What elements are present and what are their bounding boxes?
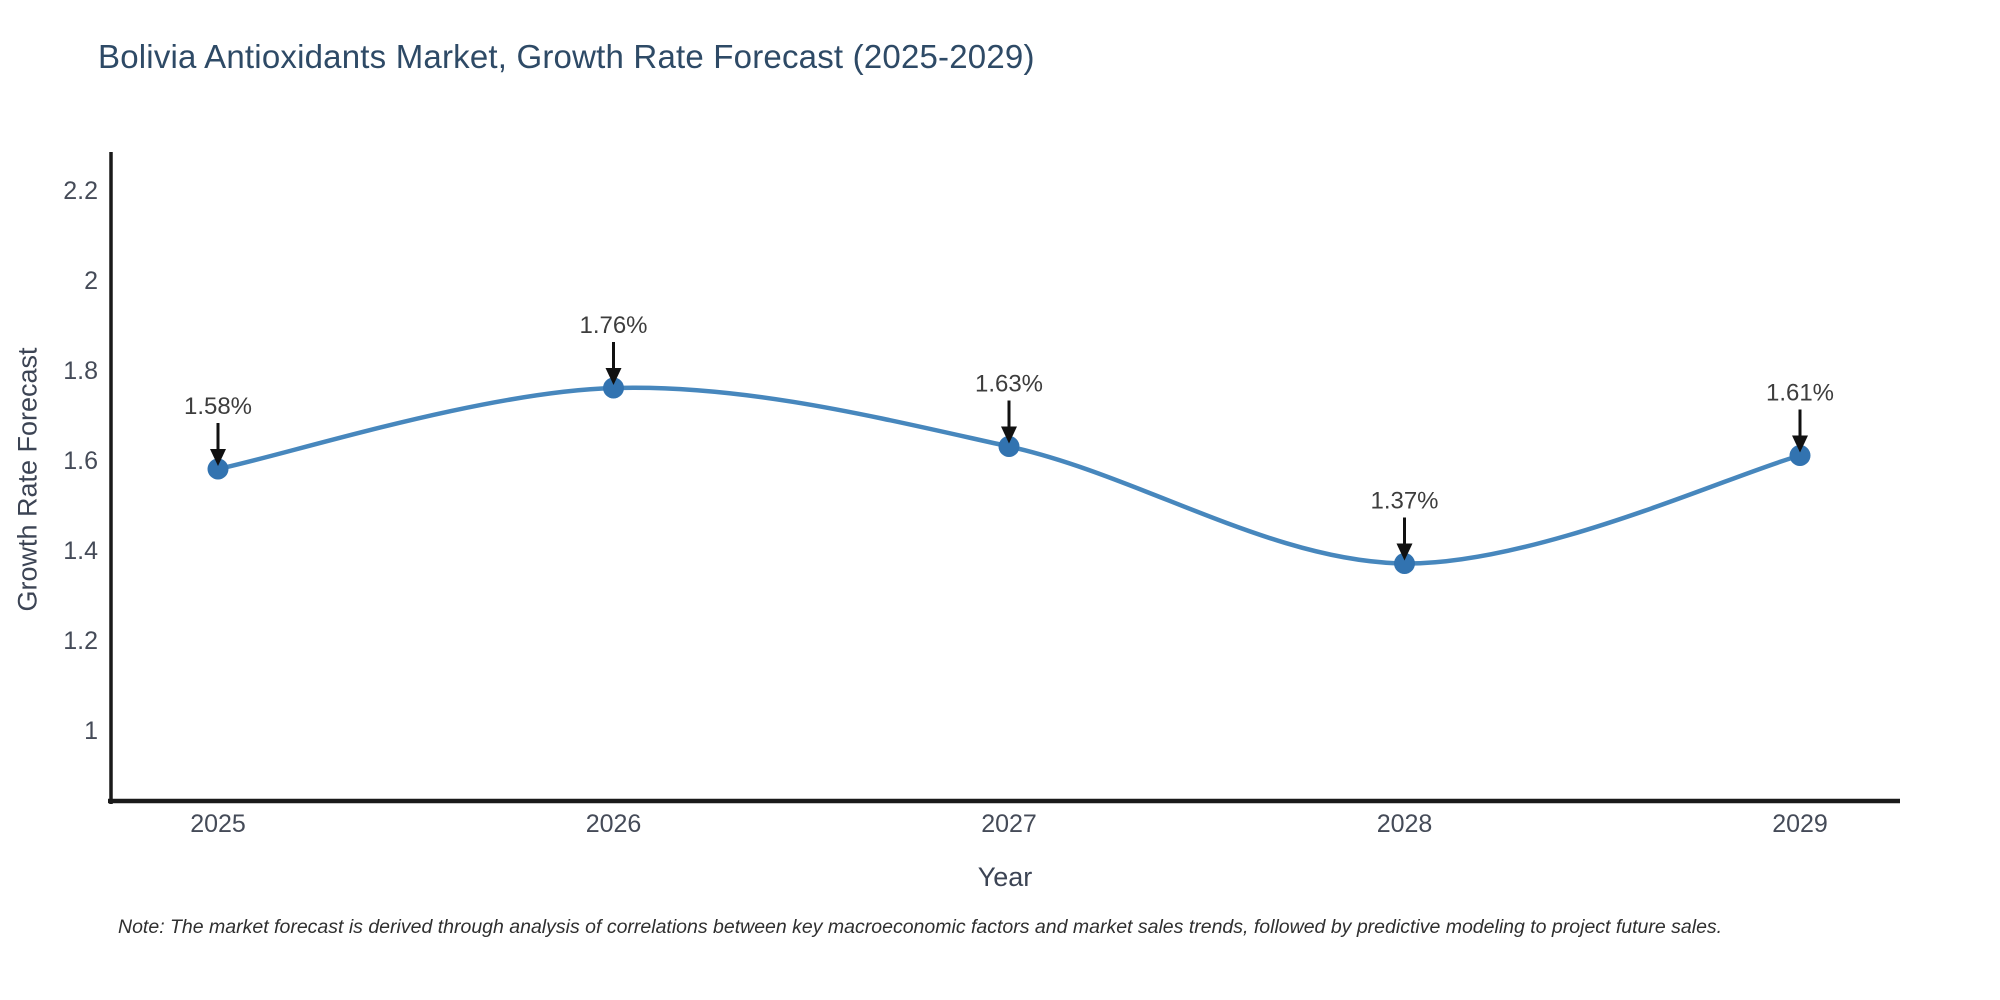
x-tick-label: 2025	[190, 810, 246, 838]
y-tick-label: 1.2	[63, 627, 98, 655]
data-point-marker	[998, 436, 1020, 457]
data-point-marker	[207, 458, 229, 480]
annotation-arrowhead	[1396, 543, 1413, 561]
data-point-marker	[1394, 553, 1415, 574]
chart-title: Bolivia Antioxidants Market, Growth Rate…	[98, 38, 1035, 75]
data-point-marker	[1789, 445, 1811, 466]
y-tick-label: 2	[84, 267, 98, 295]
data-point-label: 1.61%	[1766, 380, 1834, 407]
annotation-arrowhead	[210, 449, 226, 466]
y-tick-label: 1.8	[63, 357, 98, 385]
y-tick-label: 1.6	[63, 447, 98, 475]
y-tick-label: 1.4	[63, 537, 98, 565]
y-tick-label: 2.2	[63, 177, 98, 205]
footnote: Note: The market forecast is derived thr…	[118, 916, 1723, 938]
data-point-marker	[603, 377, 624, 399]
x-tick-label: 2026	[586, 810, 642, 838]
x-axis-title: Year	[977, 862, 1033, 892]
data-point-label: 1.63%	[975, 371, 1043, 398]
x-tick-label: 2028	[1377, 810, 1433, 838]
x-tick-label: 2029	[1772, 810, 1828, 838]
data-point-label: 1.58%	[184, 393, 252, 420]
annotation-arrowhead	[1001, 426, 1017, 444]
data-point-label: 1.37%	[1370, 488, 1438, 515]
x-tick-label: 2027	[981, 810, 1037, 838]
annotation-arrowhead	[1792, 435, 1808, 453]
annotation-arrowhead	[605, 368, 622, 385]
y-tick-label: 1	[84, 717, 98, 745]
data-point-label: 1.76%	[579, 312, 647, 339]
